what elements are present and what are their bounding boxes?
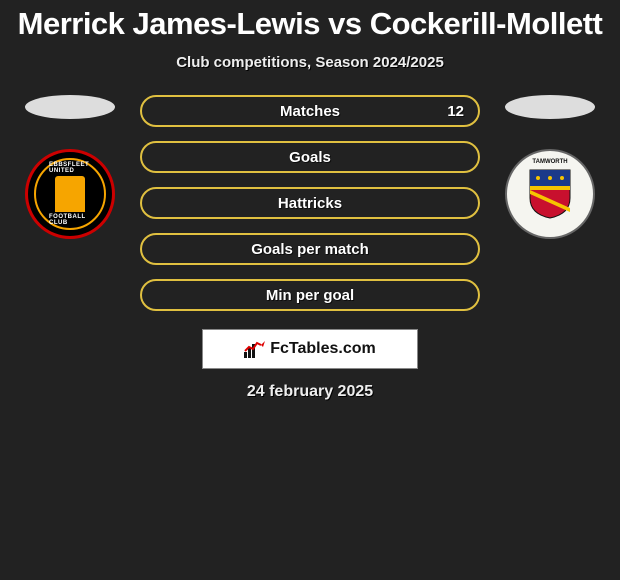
left-player-avatar [25, 95, 115, 119]
stat-label: Goals per match [251, 241, 369, 258]
date-label: 24 february 2025 [0, 383, 620, 401]
left-club-crest: EBBSFLEET UNITED FOOTBALL CLUB [25, 149, 115, 239]
stat-row-matches: Matches 12 [140, 95, 480, 127]
stat-label: Hattricks [278, 195, 342, 212]
stats-list: Matches 12 Goals Hattricks Goals per mat… [140, 95, 480, 311]
brand-text: FcTables.com [270, 340, 376, 358]
crest-text-top: TAMWORTH [532, 159, 567, 165]
page-title: Merrick James-Lewis vs Cockerill-Mollett [0, 0, 620, 42]
subtitle: Club competitions, Season 2024/2025 [0, 54, 620, 71]
brand-watermark: FcTables.com [202, 329, 418, 369]
crest-text-top: EBBSFLEET UNITED [49, 162, 91, 174]
stat-label: Matches [280, 103, 340, 120]
stat-label: Goals [289, 149, 331, 166]
brand-logo-icon [244, 340, 266, 358]
stat-row-hattricks: Hattricks [140, 187, 480, 219]
stat-label: Min per goal [266, 287, 354, 304]
crest-shield-icon [528, 168, 572, 220]
stat-row-goals: Goals [140, 141, 480, 173]
right-player-col: TAMWORTH [500, 95, 600, 311]
crest-text-bottom: FOOTBALL CLUB [49, 214, 91, 226]
right-club-crest: TAMWORTH [505, 149, 595, 239]
stat-row-mpg: Min per goal [140, 279, 480, 311]
left-player-col: EBBSFLEET UNITED FOOTBALL CLUB [20, 95, 120, 311]
stat-right-value: 12 [447, 103, 464, 120]
stat-row-gpm: Goals per match [140, 233, 480, 265]
comparison-panel: EBBSFLEET UNITED FOOTBALL CLUB Matches 1… [0, 95, 620, 311]
right-player-avatar [505, 95, 595, 119]
crest-badge-icon [55, 176, 85, 212]
